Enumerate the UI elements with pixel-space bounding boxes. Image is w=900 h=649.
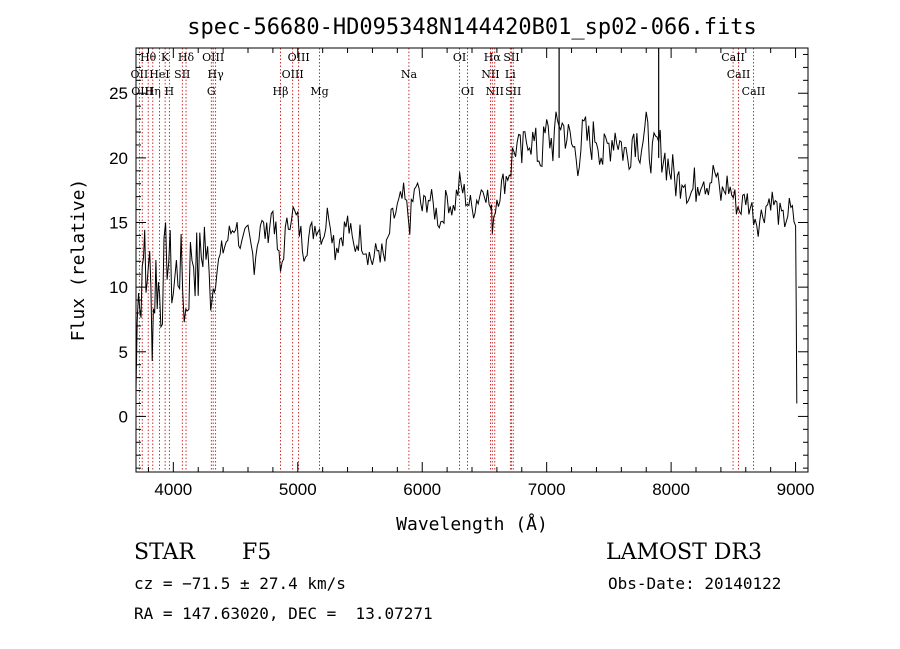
object-class: STAR — [134, 540, 195, 565]
line-label-25: NII — [486, 85, 504, 98]
line-label-12: Hγ — [208, 68, 225, 81]
x-tick-label-9000: 9000 — [777, 480, 815, 499]
spectrum-line — [135, 111, 798, 404]
line-label-3: OIII — [202, 51, 224, 64]
line-label-17: CaII — [727, 68, 751, 81]
line-label-6: Hα — [484, 51, 502, 64]
line-label-9: OII — [131, 68, 149, 81]
y-tick-label-20: 20 — [109, 149, 128, 168]
line-label-1: K — [161, 51, 170, 64]
obs-date: Obs-Date: 20140122 — [608, 574, 782, 593]
spectrum-chart: spec-56680-HD095348N144420B01_sp02-066.f… — [68, 15, 815, 535]
y-tick-label-0: 0 — [119, 407, 128, 426]
line-label-14: Na — [401, 68, 418, 81]
line-label-13: OIII — [282, 68, 304, 81]
line-label-18: OIII — [131, 85, 153, 98]
line-label-24: OI — [461, 85, 474, 98]
line-label-2: Hδ — [178, 51, 195, 64]
x-tick-label-6000: 6000 — [403, 480, 441, 499]
line-label-20: H — [165, 85, 175, 98]
line-label-21: G — [207, 85, 216, 98]
line-label-15: NII — [481, 68, 499, 81]
line-label-19: Hη — [145, 85, 161, 98]
line-label-22: Hβ — [273, 85, 289, 98]
line-label-0: Hθ — [140, 51, 157, 64]
x-tick-label-8000: 8000 — [652, 480, 690, 499]
y-axis: 0 5 10 15 20 25 — [109, 53, 808, 469]
line-label-10: HeI — [149, 68, 169, 81]
line-label-5: OI — [453, 51, 466, 64]
redshift-cz: cz = −71.5 ± 27.4 km/s — [134, 574, 346, 593]
coordinates: RA = 147.63020, DEC = 13.07271 — [134, 604, 433, 623]
line-label-16: Li — [505, 68, 516, 81]
y-tick-label-10: 10 — [109, 278, 128, 297]
x-axis: 4000 5000 6000 7000 8000 9000 — [147, 48, 815, 499]
chart-title: spec-56680-HD095348N144420B01_sp02-066.f… — [187, 15, 757, 40]
line-label-26: SII — [505, 85, 521, 98]
line-label-4: OIII — [288, 51, 310, 64]
survey-name: LAMOST DR3 — [606, 540, 762, 565]
line-label-11: SII — [174, 68, 190, 81]
x-tick-label-4000: 4000 — [154, 480, 192, 499]
x-tick-label-5000: 5000 — [279, 480, 317, 499]
x-tick-label-7000: 7000 — [528, 480, 566, 499]
line-label-8: CaII — [721, 51, 745, 64]
line-label-23: Mg — [310, 85, 328, 98]
y-tick-label-5: 5 — [119, 343, 128, 362]
line-label-27: CaII — [742, 85, 766, 98]
x-axis-label: Wavelength (Å) — [396, 513, 548, 535]
y-tick-label-15: 15 — [109, 214, 128, 233]
spectrum-series — [135, 48, 798, 404]
line-label-7: SII — [503, 51, 519, 64]
subclass: F5 — [242, 540, 272, 565]
y-tick-label-25: 25 — [109, 84, 128, 103]
y-axis-label: Flux (relative) — [68, 179, 89, 342]
